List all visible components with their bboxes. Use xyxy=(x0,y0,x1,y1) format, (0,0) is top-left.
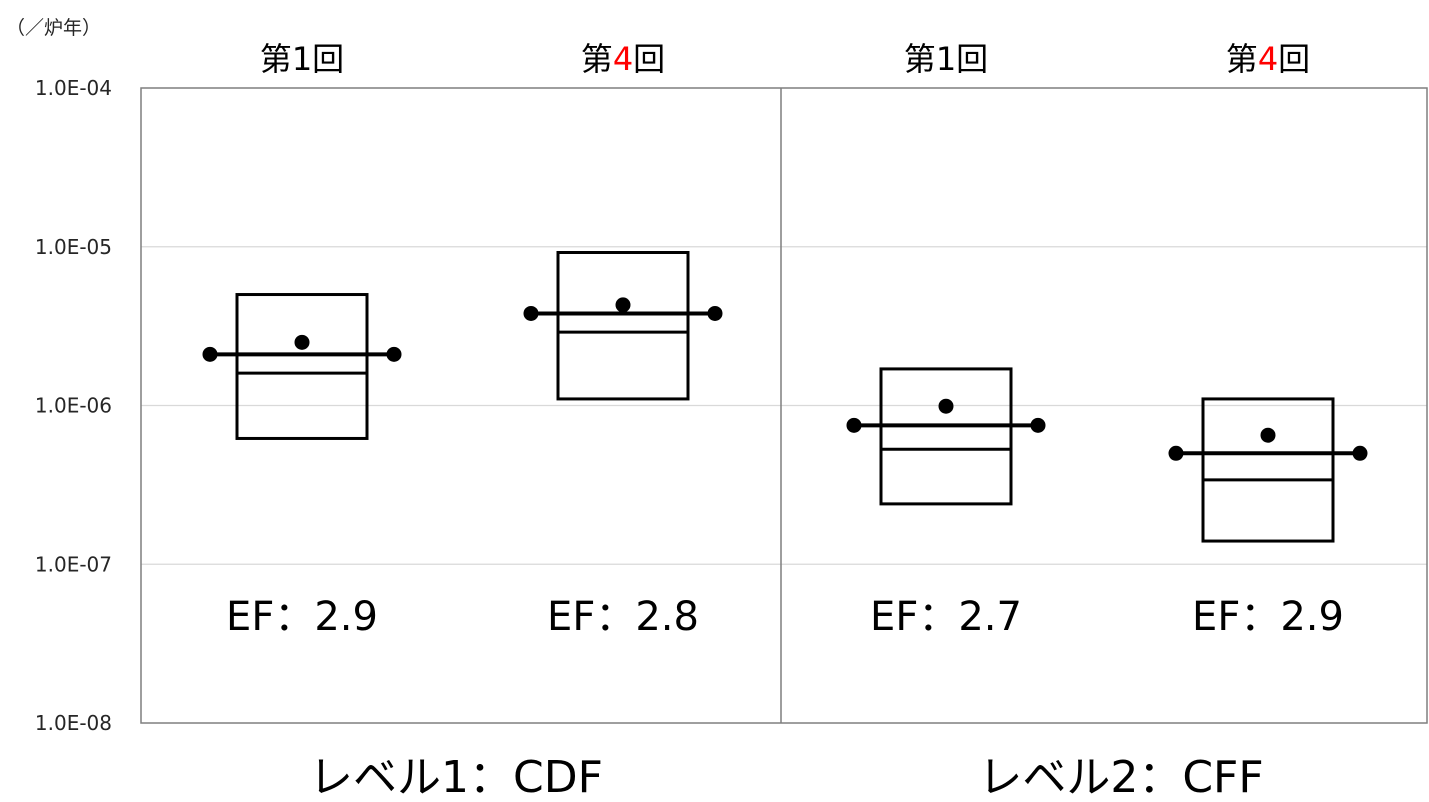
point-estimate-dot xyxy=(1352,445,1368,461)
point-estimate-dot xyxy=(386,346,402,362)
round-prefix: 第 xyxy=(581,40,613,78)
round-suffix: 回 xyxy=(312,40,344,78)
group-label: レベル2：CFF xyxy=(978,752,1263,802)
mean-dot xyxy=(294,334,310,350)
point-estimate-dot xyxy=(1168,445,1184,461)
percentile-box xyxy=(556,250,690,401)
round-label: 第1回 xyxy=(260,40,344,78)
y-tick-label: 1.0E-07 xyxy=(35,552,112,576)
percentile-box xyxy=(235,293,369,440)
y-tick-label: 1.0E-05 xyxy=(35,235,112,259)
point-estimate-dot xyxy=(707,305,723,321)
percentile-box xyxy=(1201,397,1335,543)
round-number: 1 xyxy=(292,40,312,78)
y-tick-label: 1.0E-06 xyxy=(35,394,112,418)
ef-label: EF：2.7 xyxy=(870,594,1022,640)
plot-frame xyxy=(140,87,1428,724)
round-suffix: 回 xyxy=(956,40,988,78)
group-label: レベル1：CDF xyxy=(309,752,603,802)
percentile-box xyxy=(879,367,1013,506)
point-estimate-dot xyxy=(523,305,539,321)
mean-dot xyxy=(938,398,954,414)
round-suffix: 回 xyxy=(1278,40,1310,78)
round-prefix: 第 xyxy=(904,40,936,78)
ef-label: EF：2.9 xyxy=(226,594,378,640)
y-unit-label: （／炉年） xyxy=(6,17,101,39)
ef-label: EF：2.8 xyxy=(547,594,699,640)
round-label: 第1回 xyxy=(904,40,988,78)
round-number: 4 xyxy=(1258,40,1278,78)
y-tick-label: 1.0E-08 xyxy=(35,711,112,735)
round-number: 4 xyxy=(613,40,633,78)
round-prefix: 第 xyxy=(260,40,292,78)
mean-dot xyxy=(1260,427,1276,443)
round-number: 1 xyxy=(936,40,956,78)
round-label: 第4回 xyxy=(581,40,665,78)
ef-label: EF：2.9 xyxy=(1192,594,1344,640)
point-estimate-dot xyxy=(202,346,218,362)
y-tick-label: 1.0E-04 xyxy=(35,76,112,100)
round-label: 第4回 xyxy=(1226,40,1310,78)
mean-dot xyxy=(615,297,631,313)
point-estimate-dot xyxy=(846,417,862,433)
round-prefix: 第 xyxy=(1226,40,1258,78)
round-suffix: 回 xyxy=(633,40,665,78)
point-estimate-dot xyxy=(1030,417,1046,433)
